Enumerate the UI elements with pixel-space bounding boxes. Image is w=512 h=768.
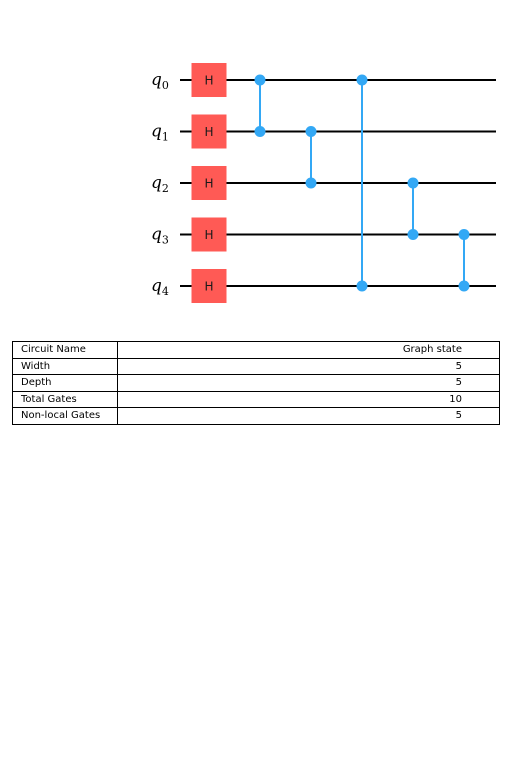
- cz-control-dot: [254, 74, 266, 86]
- h-gate-box: [191, 114, 227, 149]
- table-value-cell: 10: [117, 390, 500, 408]
- table-value-cell: 5: [117, 407, 500, 425]
- table-key-cell: Width: [12, 357, 118, 375]
- h-gate: H: [191, 114, 227, 149]
- table-key-cell: Non-local Gates: [12, 407, 118, 425]
- cz-control-dot: [356, 74, 368, 86]
- cz-control-dot: [458, 229, 470, 240]
- table-row: Width 5: [12, 357, 500, 375]
- qubit-label: q1: [151, 122, 169, 144]
- qubit-label: q3: [151, 225, 169, 247]
- cz-control-dot: [356, 280, 368, 292]
- table-value-cell: 5: [117, 357, 500, 375]
- table-key-cell: Depth: [12, 374, 118, 392]
- h-gate-label: H: [204, 228, 213, 242]
- table-row: Circuit Name Graph state: [12, 341, 500, 359]
- cz-gate: [407, 177, 419, 240]
- controlled-z-gates: [254, 74, 470, 292]
- h-gate-label: H: [204, 177, 213, 191]
- cz-control-dot: [407, 177, 419, 189]
- cz-gate: [356, 74, 368, 292]
- qubit-labels: q0 q1 q2 q3 q4: [151, 70, 169, 298]
- h-gate-box: [191, 269, 227, 303]
- h-gate: H: [191, 217, 227, 252]
- cz-gate: [305, 126, 317, 189]
- cz-control-dot: [407, 229, 419, 240]
- h-gate: H: [191, 166, 227, 200]
- qubit-label: q2: [151, 173, 169, 195]
- h-gate-box: [191, 217, 227, 252]
- qubit-label: q4: [151, 276, 169, 298]
- cz-gate: [254, 74, 266, 137]
- table-row: Non-local Gates 5: [12, 407, 500, 425]
- h-gate-label: H: [204, 74, 213, 88]
- cz-control-dot: [305, 177, 317, 189]
- cz-control-dot: [458, 280, 470, 292]
- table-row: Total Gates 10: [12, 390, 500, 408]
- h-gate-box: [191, 63, 227, 97]
- circuit-properties-table: Circuit Name Graph state Width 5 Depth 5…: [12, 341, 500, 425]
- cz-gate: [458, 229, 470, 292]
- qubit-wires: [180, 79, 496, 287]
- h-gate-label: H: [204, 125, 213, 139]
- h-gate-label: H: [204, 280, 213, 294]
- h-gate: H: [191, 269, 227, 303]
- quantum-circuit-diagram: q0 q1 q2 q3 q4 H H H H H: [151, 63, 496, 303]
- cz-control-dot: [254, 126, 266, 137]
- hadamard-gates: H H H H H: [191, 63, 227, 303]
- qubit-label: q0: [151, 70, 169, 92]
- table-value-cell: 5: [117, 374, 500, 392]
- table-key-cell: Total Gates: [12, 390, 118, 408]
- h-gate: H: [191, 63, 227, 97]
- cz-control-dot: [305, 126, 317, 137]
- table-row: Depth 5: [12, 374, 500, 392]
- table-value-cell: Graph state: [117, 341, 500, 359]
- h-gate-box: [191, 166, 227, 200]
- table-key-cell: Circuit Name: [12, 341, 118, 359]
